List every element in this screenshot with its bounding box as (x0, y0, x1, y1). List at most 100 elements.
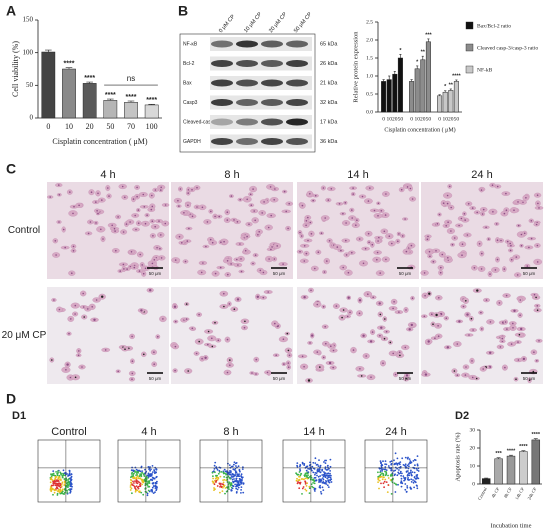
nucleus (286, 332, 289, 335)
nucleus (64, 246, 66, 249)
flow-event (137, 469, 139, 472)
nucleus (283, 363, 285, 365)
flow-event (155, 488, 158, 490)
nucleus (491, 184, 494, 186)
nucleus (481, 328, 483, 330)
flow-event (229, 471, 232, 474)
nucleus (159, 247, 161, 250)
flow-event (137, 471, 140, 474)
x-tick-label: 10 (442, 116, 448, 122)
flow-event (49, 481, 52, 484)
nucleus (164, 204, 167, 206)
nucleus (461, 254, 463, 256)
flow-event (380, 475, 382, 478)
nucleus (378, 302, 381, 305)
nucleus (435, 313, 438, 317)
flow-event (313, 479, 316, 482)
flow-event (56, 474, 59, 476)
flow-event (59, 482, 62, 485)
flow-event (327, 486, 330, 488)
nucleus (347, 271, 350, 274)
flow-event (152, 492, 155, 494)
nucleus (153, 259, 156, 261)
nucleus (397, 240, 399, 243)
flow-event (302, 478, 305, 481)
flow-event (377, 478, 380, 481)
nucleus (305, 252, 308, 255)
flow-event (306, 465, 309, 468)
flow-event (307, 467, 309, 470)
flow-event (395, 483, 397, 485)
nucleus (160, 189, 162, 191)
x-tick-label: 20 (392, 116, 398, 122)
nucleus (383, 230, 386, 233)
nucleus (226, 260, 229, 262)
nucleus (453, 370, 456, 372)
nucleus (385, 258, 387, 261)
nucleus (150, 208, 153, 211)
legend-label: Bax/Bcl-2 ratio (477, 23, 511, 29)
nucleus (255, 373, 257, 375)
flow-event (301, 478, 304, 480)
nucleus (287, 362, 290, 364)
nucleus (117, 370, 119, 373)
nucleus (503, 268, 506, 270)
nucleus (83, 316, 85, 318)
nucleus (209, 238, 212, 241)
nucleus (369, 340, 373, 343)
flow-event (230, 470, 232, 473)
nucleus (239, 243, 241, 245)
x-tick-label: 20 (420, 116, 426, 122)
flow-event (63, 491, 66, 494)
flow-event (55, 471, 57, 473)
y-axis-label: Cell viability (%) (11, 41, 20, 97)
flow-event (408, 479, 411, 481)
flow-event (55, 484, 58, 487)
flow-event (384, 478, 387, 481)
nucleus (361, 195, 364, 198)
nucleus (528, 379, 531, 382)
nucleus (471, 207, 474, 209)
flow-event (411, 471, 414, 473)
flow-event (414, 481, 417, 484)
nucleus (143, 353, 145, 356)
column-header: 24 h (471, 169, 492, 181)
micrograph: 50 μm (297, 287, 419, 384)
nucleus (81, 366, 83, 368)
nucleus (252, 262, 254, 265)
panel-label: A (6, 3, 16, 19)
nucleus (78, 204, 80, 207)
flow-event (241, 479, 243, 482)
flow-event (60, 479, 62, 482)
nucleus (288, 202, 291, 205)
nucleus (121, 185, 124, 188)
flow-event (150, 478, 153, 481)
nucleus (391, 242, 393, 245)
nucleus (480, 189, 483, 191)
legend-swatch (465, 21, 474, 30)
flow-event (231, 485, 234, 487)
flow-event (58, 478, 60, 481)
flow-event (320, 478, 322, 481)
nucleus (423, 272, 426, 274)
x-tick-label: 20 (86, 122, 94, 131)
flow-event (144, 468, 146, 471)
flow-event (50, 474, 53, 476)
flow-event (378, 479, 381, 482)
flow-event (296, 482, 299, 485)
nucleus (328, 240, 331, 242)
nucleus (97, 212, 99, 215)
flow-event (154, 472, 156, 475)
x-tick-label: 0 (46, 122, 50, 131)
flow-event (226, 470, 228, 473)
flow-event (330, 474, 332, 477)
flow-event (232, 475, 235, 478)
flow-event (66, 483, 69, 486)
nucleus (185, 318, 188, 320)
blot-row-label: Bax (183, 80, 192, 86)
nucleus (72, 250, 75, 252)
nucleus (214, 321, 216, 324)
nucleus (301, 355, 304, 358)
flow-event (304, 488, 307, 491)
blot-band (261, 60, 283, 67)
